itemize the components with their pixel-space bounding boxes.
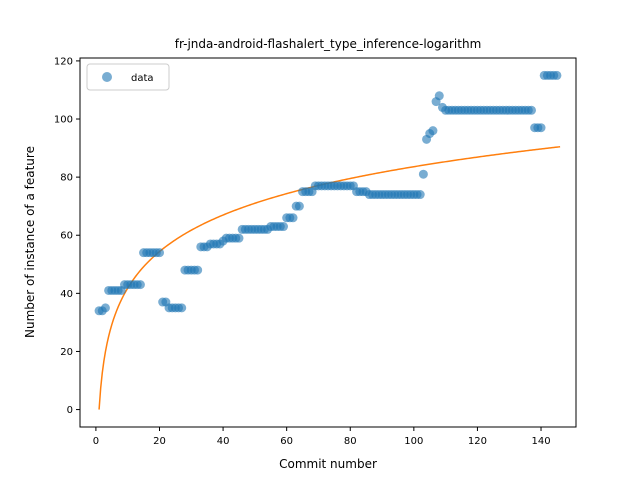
- data-point: [428, 126, 438, 136]
- legend-marker-data: [102, 72, 112, 82]
- data-point: [415, 190, 425, 200]
- x-tick-label: 0: [93, 436, 99, 447]
- data-point: [278, 222, 288, 232]
- data-point: [552, 70, 562, 80]
- data-point: [536, 123, 546, 133]
- data-point: [177, 303, 187, 313]
- data-point: [154, 248, 164, 258]
- x-axis-label: Commit number: [279, 457, 377, 471]
- y-tick-label: 40: [60, 289, 73, 300]
- data-point: [434, 91, 444, 101]
- x-tick-label: 40: [217, 436, 230, 447]
- plot-area: [94, 70, 562, 410]
- y-axis-label: Number of instance of a feature: [23, 146, 37, 338]
- x-tick-label: 20: [153, 436, 166, 447]
- legend-box: [86, 63, 170, 91]
- y-tick-label: 60: [60, 231, 73, 242]
- data-point: [100, 303, 110, 313]
- legend-entry-data: data: [131, 73, 154, 84]
- y-axis: 0 20 40 60 80 100 120: [54, 56, 80, 416]
- y-tick-label: 0: [67, 405, 73, 416]
- x-tick-label: 80: [344, 436, 357, 447]
- x-tick-label: 60: [280, 436, 293, 447]
- x-tick-label: 100: [404, 436, 423, 447]
- axes-frame: [79, 57, 577, 428]
- x-tick-label: 140: [531, 436, 550, 447]
- y-tick-label: 120: [54, 56, 73, 67]
- data-point: [294, 201, 304, 211]
- y-tick-label: 80: [60, 173, 73, 184]
- x-axis: 0 20 40 60 80 100 120 140: [93, 427, 551, 447]
- data-point: [135, 280, 145, 290]
- data-point: [234, 233, 244, 243]
- legend: data: [86, 63, 170, 91]
- data-point: [526, 105, 536, 115]
- y-tick-label: 20: [60, 347, 73, 358]
- data-point: [418, 169, 428, 179]
- x-tick-label: 120: [468, 436, 487, 447]
- chart-title: fr-jnda-android-flashalert_type_inferenc…: [175, 37, 482, 51]
- y-tick-label: 100: [54, 115, 73, 126]
- data-point: [288, 213, 298, 223]
- data-point: [193, 265, 203, 275]
